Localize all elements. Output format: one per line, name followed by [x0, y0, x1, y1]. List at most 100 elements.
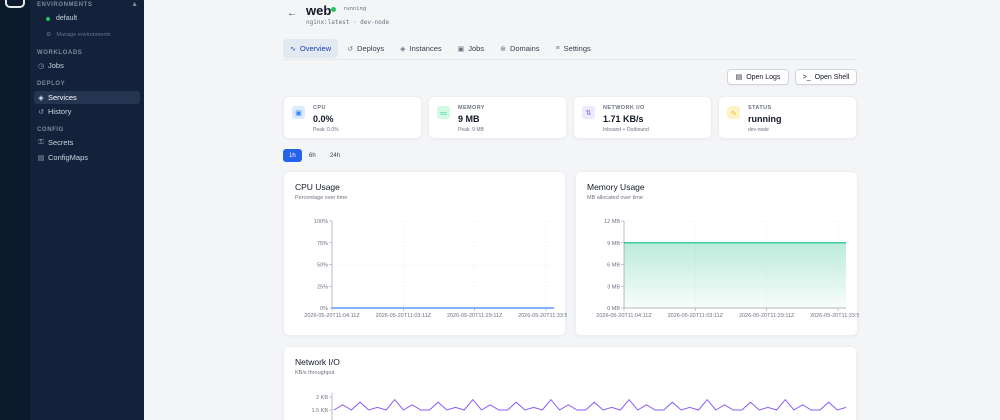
tab-deploys[interactable]: ↺ Deploys [340, 39, 391, 58]
stat-value: 1.71 KB/s [603, 114, 644, 124]
environments-section-title: ENVIRONMENTS [37, 2, 93, 8]
sidebar-item-history[interactable]: ↺ History [34, 105, 140, 118]
sliders-icon: ≡ [555, 45, 560, 52]
briefcase-icon: ▣ [457, 45, 465, 53]
config-section-title: CONFIG [37, 127, 64, 133]
chevron-up-icon[interactable]: ▲ [131, 1, 138, 8]
network-io-card: Network I/O KB/s throughput 2 KB 1.5 KB [283, 346, 857, 420]
stat-value: 0.0% [313, 114, 334, 124]
globe-icon: ⊕ [500, 45, 506, 53]
tab-label: Settings [563, 44, 591, 53]
logs-icon: ▤ [735, 74, 743, 81]
tab-domains[interactable]: ⊕ Domains [493, 39, 546, 58]
tab-bar: ∿ Overview ↺ Deploys ◈ Instances ▣ Jobs ⊕ Dom… [283, 39, 600, 58]
activity-icon: ∿ [290, 45, 296, 53]
y-tick-label: 0 MB [607, 306, 620, 312]
history-icon: ↺ [347, 45, 354, 53]
series-line [333, 398, 847, 411]
network-icon: ⇅ [582, 106, 595, 119]
y-tick-label: 12 MB [604, 219, 620, 225]
page-subtitle: nginx:latest · dev-node [306, 19, 390, 26]
tab-overview[interactable]: ∿ Overview [283, 39, 339, 58]
stat-card-cpu: ▣ CPU 0.0% Peak: 0.0% [283, 96, 422, 139]
range-24h-button[interactable]: 24h [330, 152, 341, 159]
env-item-label: default [56, 15, 78, 22]
stat-sub: Peak: 0.0% [313, 127, 339, 133]
terminal-icon: >_ [802, 73, 811, 81]
deploy-section-title: DEPLOY [37, 81, 66, 87]
chart-subtitle: MB allocated over time [587, 195, 643, 201]
x-tick-label: 2026-05-20T11:29:11Z [739, 313, 795, 319]
chart-subtitle: KB/s throughput [295, 370, 335, 376]
tab-instances[interactable]: ◈ Instances [393, 39, 449, 58]
stat-value: running [748, 114, 782, 124]
chart-title: CPU Usage [295, 182, 340, 192]
chart-subtitle: Percentage over time [295, 195, 348, 201]
status-badge: running [343, 6, 367, 12]
tab-label: Domains [509, 44, 540, 53]
tab-jobs[interactable]: ▣ Jobs [451, 39, 491, 58]
sidebar-item-label: Services [48, 93, 77, 102]
open-shell-button[interactable]: >_ Open Shell [795, 69, 857, 85]
stat-sub: Peak: 9 MB [458, 127, 484, 133]
open-shell-label: Open Shell [814, 73, 850, 81]
stat-label: STATUS [748, 105, 772, 111]
x-tick-label: 2026-05-20T11:33:56Z [810, 313, 859, 319]
stat-sub: dev-node [748, 127, 769, 133]
stat-label: MEMORY [458, 105, 485, 111]
stat-card-status: ∿ STATUS running dev-node [718, 96, 857, 139]
sidebar-item-label: Jobs [48, 61, 64, 70]
network-io-chart: 2 KB 1.5 KB [311, 393, 847, 420]
tab-label: Overview [299, 44, 332, 53]
y-tick-label: 6 MB [607, 263, 620, 269]
y-tick-label: 3 MB [607, 284, 620, 290]
stat-value: 9 MB [458, 114, 480, 124]
sidebar-item-label: History [48, 107, 72, 116]
layers-icon: ◈ [38, 94, 44, 102]
y-tick-label: 1.5 KB [311, 408, 328, 414]
open-logs-button[interactable]: ▤ Open Logs [727, 69, 789, 85]
sidebar-item-services[interactable]: ◈ Services [34, 91, 140, 104]
file-icon: ▤ [37, 154, 45, 162]
app-rail [0, 0, 30, 420]
sidebar-item-secrets[interactable]: ⚿ Secrets [34, 136, 140, 149]
cpu-usage-chart: 100% 75% 50% 25% 0%2026-05-20T11:04:11Z 2026-… [304, 219, 567, 319]
app-logo[interactable] [5, 0, 25, 8]
cpu-icon: ▣ [292, 106, 305, 119]
settings-icon: ⚙ [46, 32, 52, 38]
range-6h-button[interactable]: 6h [309, 152, 316, 159]
sidebar-item-label: ConfigMaps [48, 153, 89, 162]
y-tick-label: 100% [314, 219, 328, 225]
tab-label: Jobs [468, 44, 485, 53]
y-tick-label: 25% [317, 284, 328, 290]
sidebar-item-jobs[interactable]: ◷ Jobs [34, 59, 140, 72]
cpu-usage-card: CPU Usage Percentage over time 100% 75% 50… [283, 171, 567, 336]
memory-usage-chart: 12 MB 9 MB 6 MB 3 MB 0 MB2026-05-20T11:04:11… [596, 219, 859, 319]
status-dot-icon [331, 7, 336, 12]
y-tick-label: 0% [320, 306, 328, 312]
memory-usage-card: Memory Usage MB allocated over time 12 M… [575, 171, 859, 336]
manage-environments-link[interactable]: ⚙ Manage environments [46, 31, 111, 39]
stat-card-network: ⇅ NETWORK I/O 1.71 KB/s Inbound + Outbou… [573, 96, 712, 139]
range-1h-button[interactable]: 1h [283, 149, 302, 162]
sidebar-item-configmaps[interactable]: ▤ ConfigMaps [34, 151, 140, 164]
x-tick-label: 2026-05-20T11:04:11Z [304, 313, 360, 319]
status-dot-icon [46, 16, 50, 21]
env-item-default[interactable]: default [46, 15, 77, 22]
tab-divider [283, 59, 857, 60]
stat-card-memory: ▭ MEMORY 9 MB Peak: 9 MB [428, 96, 567, 139]
y-tick-label: 9 MB [607, 241, 620, 247]
workloads-section-title: WORKLOADS [37, 50, 83, 56]
chart-title: Network I/O [295, 357, 340, 367]
x-tick-label: 2026-05-20T11:04:11Z [596, 313, 652, 319]
x-tick-label: 2026-05-20T11:29:11Z [447, 313, 503, 319]
back-arrow-icon[interactable]: ← [287, 8, 297, 19]
tab-settings[interactable]: ≡ Settings [549, 39, 598, 58]
open-logs-label: Open Logs [746, 73, 781, 81]
sidebar: ENVIRONMENTS ▲ default ⚙ Manage environm… [30, 0, 144, 420]
manage-environments-label: Manage environments [56, 31, 111, 38]
pulse-icon: ∿ [727, 106, 740, 119]
stat-label: CPU [313, 105, 326, 111]
sidebar-item-label: Secrets [48, 138, 74, 147]
x-tick-label: 2026-05-20T11:33:56Z [518, 313, 567, 319]
